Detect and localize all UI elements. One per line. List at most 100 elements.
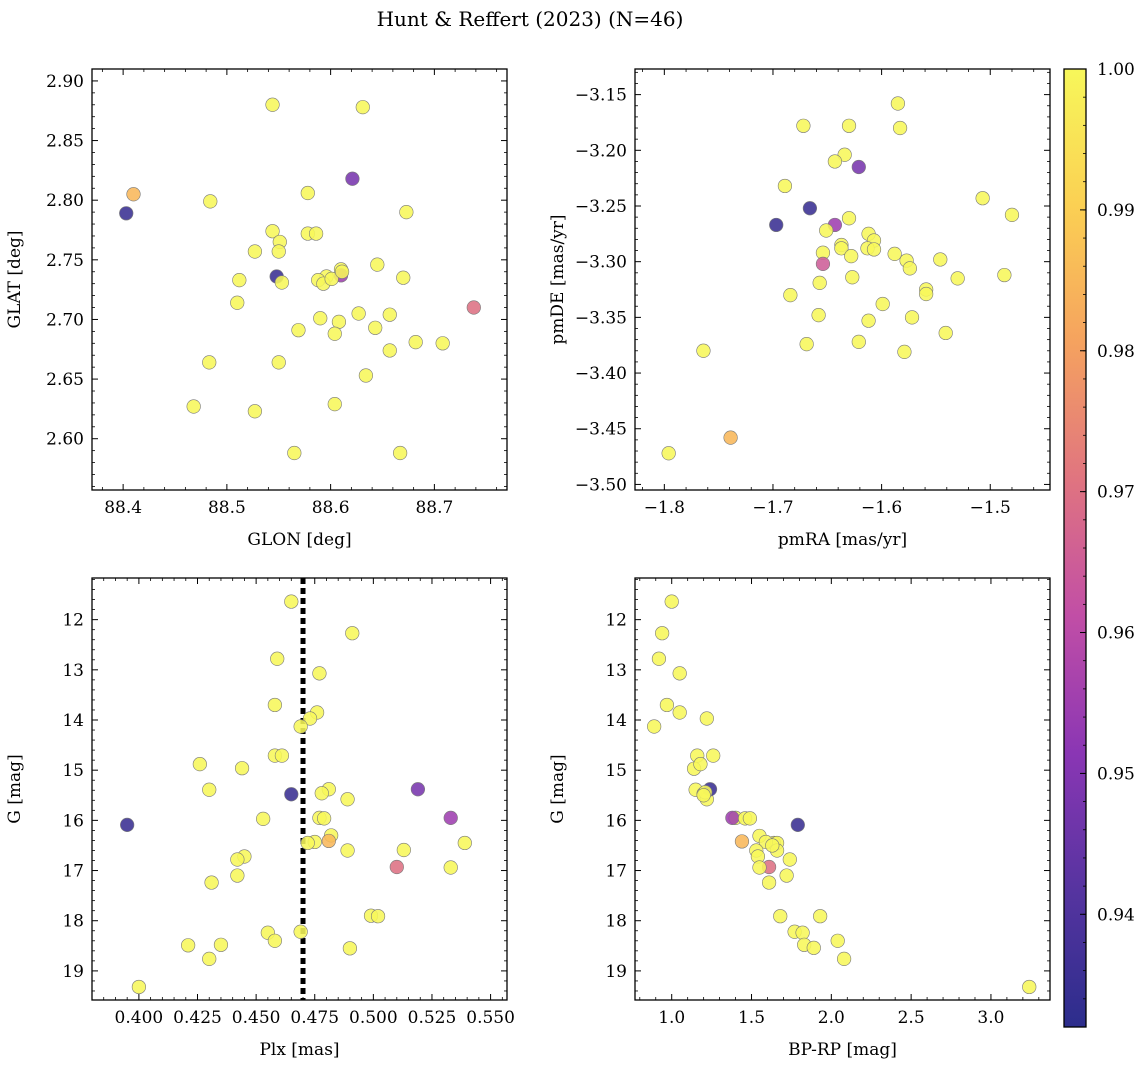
x-tick-label: 0.475 [290, 1008, 339, 1028]
data-point [312, 666, 327, 681]
data-point [232, 272, 247, 288]
data-point [370, 909, 386, 924]
data-point [443, 810, 458, 825]
x-tick-label: 2.5 [898, 1008, 925, 1028]
plot-frame [91, 577, 508, 1001]
data-point [389, 859, 404, 875]
data-point [851, 334, 866, 349]
data-point [314, 786, 329, 801]
y-tick-label: 17 [62, 862, 84, 882]
y-axis-label: G [mag] [5, 754, 25, 823]
x-axis-label: GLON [deg] [247, 530, 351, 550]
data-point [247, 244, 262, 259]
data-point [851, 159, 866, 175]
x-tick-label: 1.5 [738, 1008, 765, 1028]
data-point [293, 924, 308, 939]
data-point [796, 118, 811, 133]
data-point [975, 191, 990, 206]
data-point [271, 355, 286, 370]
data-point [938, 325, 953, 341]
data-point [836, 951, 852, 966]
data-point [1022, 979, 1037, 995]
x-axis-label: BP-RP [mag] [788, 1040, 897, 1060]
scatter-panel-4: 1.0 1.5 2.0 2.5 3.0 12 13 14 15 16 17 18 19 BP-RP [ma… [548, 577, 1051, 1060]
data-point [131, 979, 146, 995]
data-point [799, 336, 814, 352]
data-point [841, 118, 857, 133]
data-point [313, 311, 328, 326]
data-point [933, 252, 948, 267]
x-tick-label: 0.500 [349, 1008, 398, 1028]
data-point [274, 275, 289, 290]
data-point [827, 154, 842, 169]
colorbar-frame [1063, 68, 1087, 1028]
data-point [651, 651, 667, 666]
data-point [890, 96, 906, 111]
data-point [382, 307, 397, 322]
data-point [812, 275, 827, 290]
y-axis-label: G [mag] [548, 754, 568, 823]
data-point [765, 838, 780, 853]
data-point [317, 811, 332, 826]
y-tick-label: 2.75 [46, 251, 84, 271]
data-point [661, 446, 676, 461]
x-tick-label: 0.550 [466, 1008, 515, 1028]
data-point [181, 938, 196, 953]
x-tick-label: 88.5 [208, 498, 246, 518]
y-tick-label: −3.25 [575, 197, 627, 217]
y-tick-label: 2.65 [46, 370, 84, 390]
y-tick-label: 17 [605, 862, 627, 882]
data-point [837, 147, 852, 162]
data-point [408, 335, 423, 350]
data-point [302, 711, 318, 726]
y-tick-label: 14 [62, 711, 84, 731]
y-tick-label: −3.40 [575, 364, 627, 384]
data-point [752, 860, 767, 875]
data-point [256, 811, 271, 826]
x-tick-label: −1.8 [644, 498, 685, 518]
data-point [192, 757, 207, 772]
data-point [875, 296, 890, 312]
data-point [672, 666, 687, 681]
x-axis-label: pmRA [mas/yr] [778, 530, 907, 550]
data-point [811, 308, 826, 323]
data-point [723, 430, 738, 445]
scatter-panel-1: 88.4 88.5 88.6 88.7 2.60 2.65 2.70 2.75 2.80 2.85… [5, 68, 508, 550]
y-tick-label: 2.60 [46, 430, 84, 450]
data-point [265, 97, 280, 112]
data-point [779, 868, 794, 883]
data-point [902, 261, 917, 276]
data-point [845, 270, 860, 285]
x-tick-label: 88.7 [415, 498, 453, 518]
data-point [782, 852, 797, 867]
data-point [904, 310, 920, 325]
data-point [351, 306, 366, 321]
x-axis-label: Plx [mas] [259, 1040, 339, 1060]
data-point [300, 835, 315, 851]
x-tick-label: 0.425 [173, 1008, 222, 1028]
data-point [410, 782, 426, 797]
plot-frame [634, 577, 1051, 1001]
data-point [300, 185, 315, 201]
data-point [783, 287, 798, 303]
data-point [742, 811, 758, 826]
data-point [457, 835, 472, 851]
data-point [324, 271, 339, 287]
data-point [247, 404, 262, 419]
y-tick-label: −3.35 [575, 308, 627, 328]
data-point [819, 223, 834, 238]
data-point [284, 787, 299, 802]
data-point [204, 875, 219, 890]
data-point [120, 817, 135, 832]
y-tick-label: 16 [605, 811, 627, 831]
data-point [230, 868, 245, 883]
plot-frame [91, 68, 508, 491]
scatter-panel-2: −1.8 −1.7 −1.6 −1.5 −3.50 −3.45 −3.40 −3.35 −3.3… [548, 68, 1051, 550]
data-point [271, 244, 286, 259]
data-point [342, 941, 358, 956]
y-tick-label: 2.90 [46, 72, 84, 92]
y-tick-label: 15 [605, 761, 627, 781]
data-point [693, 757, 708, 772]
data-point [834, 241, 849, 256]
